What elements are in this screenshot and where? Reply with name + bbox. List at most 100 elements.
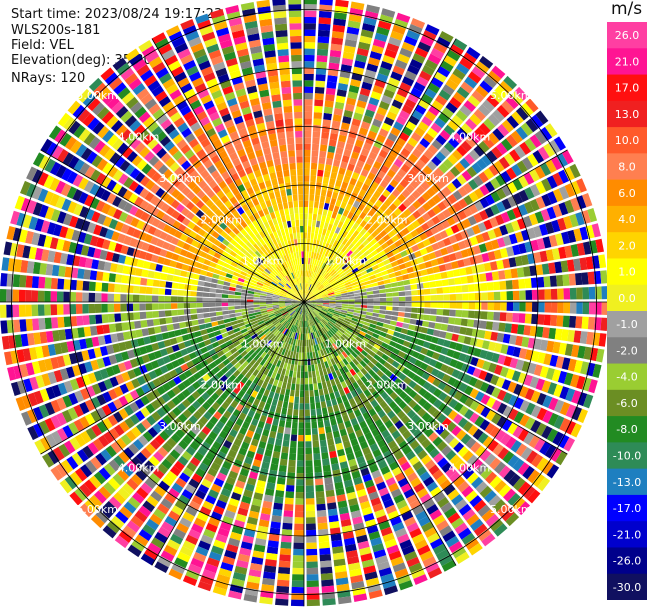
- velocity-gate: [470, 356, 479, 367]
- velocity-gate: [271, 457, 280, 465]
- velocity-gate: [570, 180, 582, 195]
- velocity-gate: [535, 110, 549, 125]
- velocity-gate: [130, 473, 143, 486]
- velocity-gate: [298, 434, 304, 442]
- velocity-gate: [553, 399, 565, 414]
- velocity-gate: [569, 213, 579, 228]
- velocity-gate: [320, 278, 327, 284]
- velocity-gate: [318, 201, 325, 209]
- velocity-gate: [417, 449, 428, 460]
- velocity-gate: [326, 210, 333, 218]
- velocity-gate: [463, 257, 472, 267]
- velocity-gate: [459, 393, 469, 405]
- velocity-gate: [52, 446, 65, 461]
- velocity-gate: [409, 527, 422, 539]
- velocity-gate: [278, 302, 286, 304]
- velocity-gate: [427, 208, 437, 218]
- velocity-gate: [273, 290, 281, 295]
- velocity-gate: [95, 200, 106, 212]
- velocity-gate: [585, 224, 595, 239]
- velocity-gate: [230, 320, 238, 326]
- velocity-gate: [279, 307, 286, 310]
- velocity-gate: [354, 139, 364, 148]
- velocity-gate: [411, 164, 422, 174]
- velocity-gate: [103, 378, 113, 390]
- velocity-gate: [91, 154, 103, 168]
- velocity-gate: [275, 346, 281, 353]
- velocity-gate: [304, 257, 306, 265]
- velocity-gate: [295, 313, 299, 320]
- velocity-gate: [288, 309, 295, 314]
- velocity-gate: [224, 277, 232, 283]
- velocity-gate: [270, 364, 276, 372]
- velocity-gate: [223, 336, 231, 343]
- velocity-gate: [438, 264, 447, 272]
- velocity-gate: [436, 440, 448, 452]
- velocity-gate: [144, 191, 155, 202]
- velocity-gate: [347, 211, 354, 220]
- velocity-gate: [408, 424, 419, 434]
- velocity-gate: [296, 479, 304, 486]
- velocity-gate: [363, 214, 372, 223]
- velocity-gate: [320, 566, 333, 574]
- velocity-gate: [31, 290, 39, 302]
- velocity-gate: [352, 230, 360, 238]
- velocity-gate: [541, 263, 550, 275]
- velocity-gate: [259, 302, 267, 305]
- velocity-gate: [435, 94, 448, 106]
- velocity-gate: [480, 311, 488, 320]
- velocity-gate: [49, 177, 61, 192]
- velocity-gate: [360, 304, 368, 309]
- velocity-gate: [556, 153, 569, 168]
- velocity-gate: [393, 396, 403, 405]
- velocity-gate: [314, 395, 320, 403]
- velocity-gate: [433, 388, 443, 398]
- velocity-gate: [209, 416, 219, 426]
- velocity-gate: [394, 355, 403, 364]
- velocity-gate: [98, 144, 111, 157]
- velocity-gate: [245, 322, 252, 328]
- velocity-gate: [319, 247, 324, 255]
- velocity-gate: [394, 386, 403, 396]
- velocity-gate: [260, 351, 267, 359]
- velocity-gate: [82, 292, 89, 302]
- velocity-gate: [402, 367, 411, 376]
- velocity-gate: [145, 403, 156, 414]
- velocity-gate: [440, 323, 448, 331]
- velocity-gate: [342, 473, 352, 482]
- velocity-gate: [114, 243, 123, 253]
- velocity-gate: [210, 511, 223, 521]
- velocity-gate: [253, 432, 261, 441]
- velocity-gate: [316, 503, 326, 511]
- velocity-gate: [385, 184, 395, 193]
- velocity-gate: [515, 443, 528, 457]
- velocity-gate: [31, 232, 41, 246]
- velocity-gate: [554, 233, 564, 246]
- velocity-gate: [468, 149, 480, 161]
- velocity-gate: [186, 462, 197, 473]
- velocity-gate: [421, 412, 432, 422]
- velocity-gate: [289, 324, 294, 331]
- velocity-gate: [25, 183, 37, 198]
- velocity-gate: [204, 317, 212, 324]
- velocity-gate: [358, 41, 371, 51]
- velocity-gate: [111, 364, 121, 375]
- velocity-gate: [341, 305, 349, 309]
- velocity-gate: [448, 541, 463, 554]
- velocity-gate: [283, 313, 290, 318]
- velocity-gate: [156, 396, 166, 407]
- velocity-gate: [433, 452, 444, 464]
- velocity-gate: [304, 124, 312, 132]
- velocity-gate: [398, 372, 407, 381]
- velocity-gate: [401, 227, 410, 236]
- velocity-gate: [487, 292, 495, 301]
- velocity-gate: [227, 343, 235, 351]
- velocity-gate: [335, 303, 342, 306]
- velocity-gate: [500, 211, 511, 223]
- velocity-gate: [240, 305, 248, 309]
- velocity-gate: [326, 236, 332, 244]
- velocity-gate: [548, 234, 558, 247]
- velocity-gate: [275, 438, 283, 446]
- velocity-gate: [426, 349, 435, 358]
- velocity-gate: [177, 296, 184, 302]
